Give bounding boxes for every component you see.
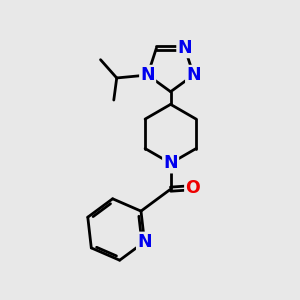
Text: N: N (163, 154, 178, 172)
Text: N: N (140, 66, 155, 84)
Text: N: N (178, 39, 192, 57)
Text: N: N (137, 233, 152, 251)
Text: O: O (185, 179, 200, 197)
Text: N: N (186, 66, 201, 84)
